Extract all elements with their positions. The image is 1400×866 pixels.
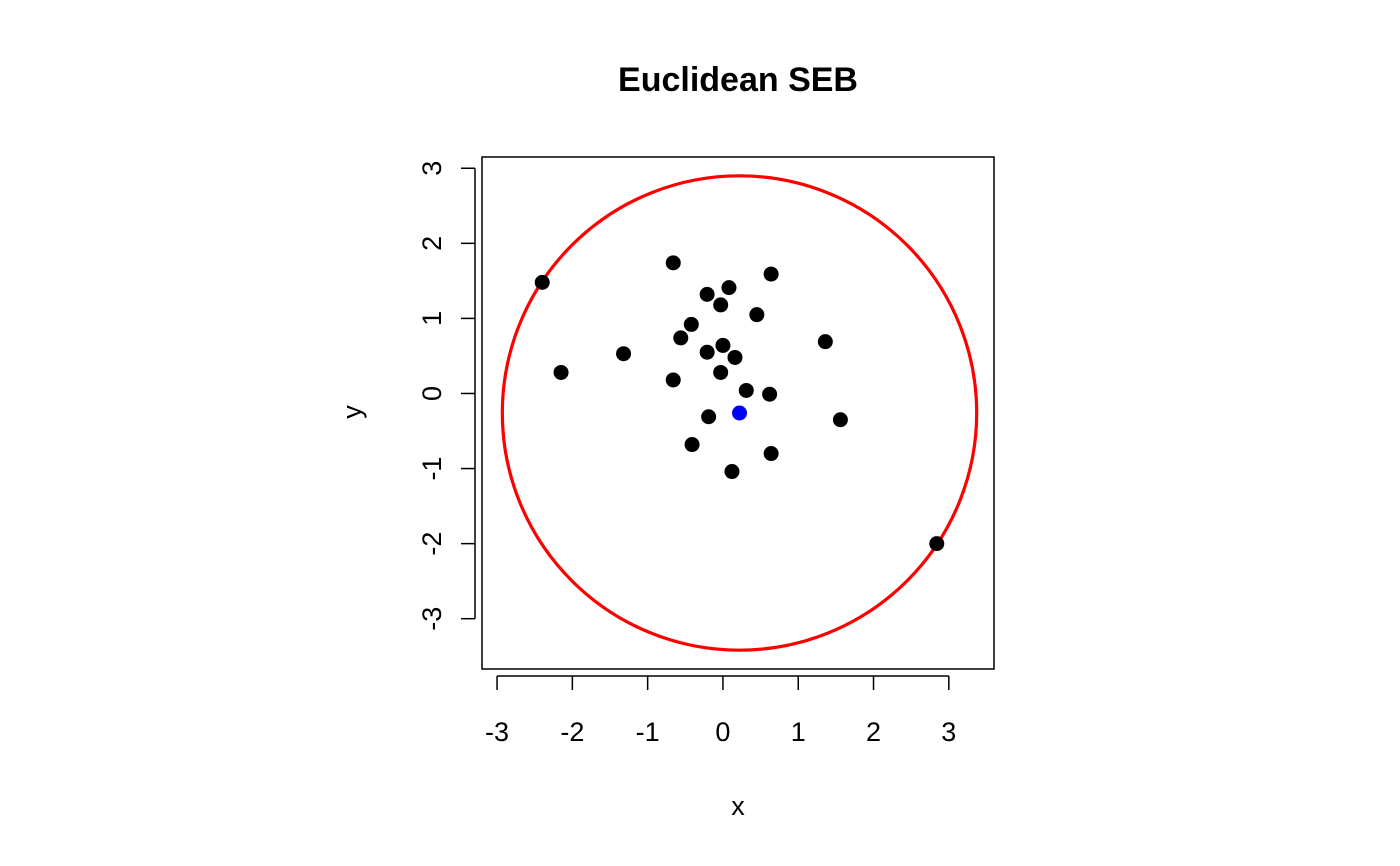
data-point <box>616 346 632 362</box>
y-tick-label: -2 <box>417 532 447 556</box>
data-point <box>724 464 740 480</box>
data-point <box>749 307 765 323</box>
data-point <box>738 382 754 398</box>
data-point <box>673 330 689 346</box>
y-axis-label: y <box>337 405 367 419</box>
plot-layer <box>500 174 979 652</box>
y-tick-label: 1 <box>417 311 447 326</box>
data-point <box>713 364 729 380</box>
y-tick-label: 0 <box>417 386 447 401</box>
plot-frame <box>481 156 995 670</box>
data-point <box>763 266 779 282</box>
chart-title: Euclidean SEB <box>618 61 858 99</box>
x-tick-label: -1 <box>636 717 660 747</box>
data-point <box>762 386 778 402</box>
data-point <box>713 297 729 313</box>
enclosing-ball-circle <box>500 174 979 652</box>
data-point <box>553 364 569 380</box>
x-tick-label: -3 <box>485 717 509 747</box>
x-axis-label: x <box>731 791 745 821</box>
data-point <box>727 349 743 365</box>
data-point <box>763 446 779 462</box>
data-point <box>701 409 717 425</box>
data-point <box>721 280 737 296</box>
data-point <box>817 334 833 350</box>
data-point <box>684 437 700 453</box>
data-point <box>699 286 715 302</box>
x-tick-label: 0 <box>715 717 730 747</box>
x-tick-label: 3 <box>941 717 956 747</box>
y-axis: -3 -2 -1 0 1 2 3 <box>417 161 476 631</box>
x-axis: -3 -2 -1 0 1 2 3 <box>485 675 956 747</box>
x-tick-label: 1 <box>791 717 806 747</box>
data-point <box>534 274 550 290</box>
x-tick-label: 2 <box>866 717 881 747</box>
center-point <box>732 405 748 421</box>
data-point <box>665 372 681 388</box>
y-tick-label: 3 <box>417 161 447 176</box>
data-point <box>715 337 731 353</box>
data-point <box>832 412 848 428</box>
data-point <box>699 344 715 360</box>
x-tick-label: -2 <box>560 717 584 747</box>
y-tick-label: 2 <box>417 236 447 251</box>
y-tick-label: -3 <box>417 607 447 631</box>
y-tick-label: -1 <box>417 457 447 481</box>
data-point <box>683 316 699 332</box>
data-point <box>665 255 681 271</box>
data-point <box>929 536 945 552</box>
